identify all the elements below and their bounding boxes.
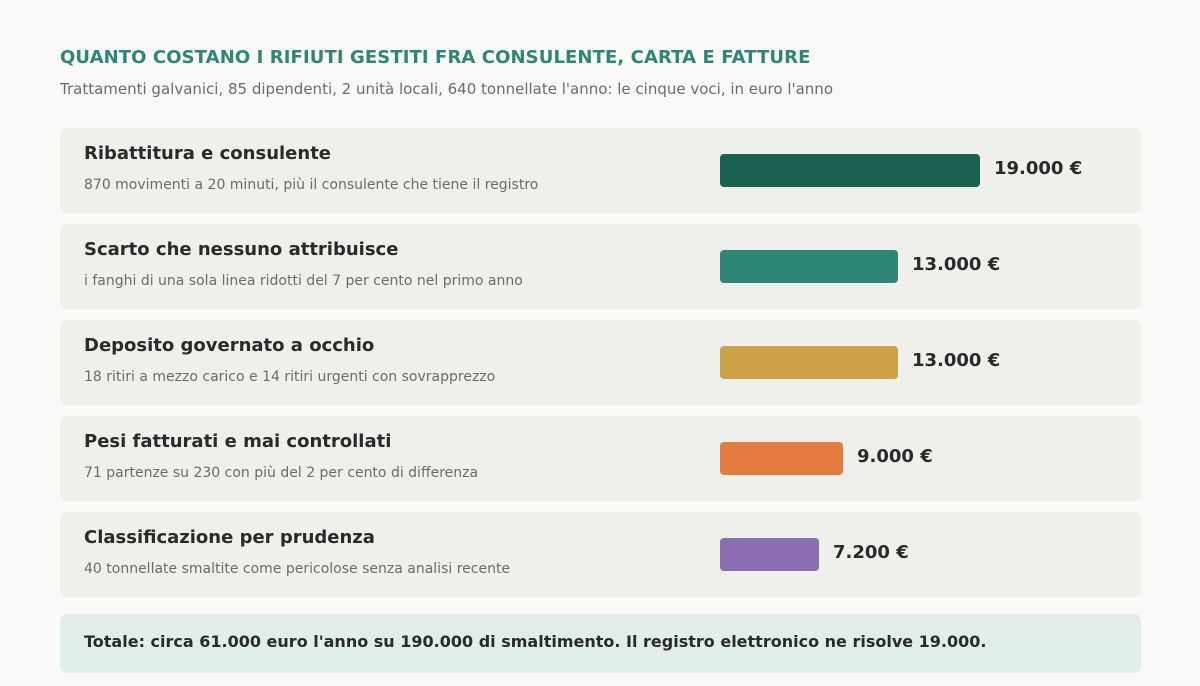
bar (720, 442, 843, 475)
bar (720, 154, 980, 187)
cost-row: Deposito governato a occhio 18 ritiri a m… (60, 320, 1141, 405)
bar-value-label: 13.000 € (912, 350, 1001, 371)
total-text: Totale: circa 61.000 euro l'anno su 190.… (84, 632, 987, 651)
bar-value-label: 9.000 € (857, 446, 933, 467)
row-description: 870 movimenti a 20 minuti, più il consul… (84, 177, 539, 193)
row-label: Deposito governato a occhio (84, 335, 375, 356)
bar-value-label: 13.000 € (912, 254, 1001, 275)
total-box: Totale: circa 61.000 euro l'anno su 190.… (60, 614, 1141, 673)
chart-title: QUANTO COSTANO I RIFIUTI GESTITI FRA CON… (60, 47, 811, 68)
row-description: 71 partenze su 230 con più del 2 per cen… (84, 465, 479, 481)
cost-row: Ribattitura e consulente 870 movimenti a … (60, 128, 1141, 213)
row-label: Scarto che nessuno attribuisce (84, 239, 399, 260)
cost-rows: Ribattitura e consulente 870 movimenti a … (60, 128, 1141, 608)
bar (720, 538, 819, 571)
bar-value-label: 19.000 € (994, 158, 1083, 179)
bar (720, 346, 898, 379)
row-label: Ribattitura e consulente (84, 143, 332, 164)
cost-row: Pesi fatturati e mai controllati 71 parte… (60, 416, 1141, 501)
bar-value-label: 7.200 € (833, 542, 909, 563)
row-description: 18 ritiri a mezzo carico e 14 ritiri urg… (84, 369, 496, 385)
cost-row: Classificazione per prudenza 40 tonnellat… (60, 512, 1141, 597)
row-description: i fanghi di una sola linea ridotti del 7… (84, 273, 523, 289)
bar (720, 250, 898, 283)
row-label: Classificazione per prudenza (84, 527, 375, 548)
cost-row: Scarto che nessuno attribuisce i fanghi d… (60, 224, 1141, 309)
row-description: 40 tonnellate smaltite come pericolose s… (84, 561, 511, 577)
row-label: Pesi fatturati e mai controllati (84, 431, 392, 452)
chart-subtitle: Trattamenti galvanici, 85 dipendenti, 2 … (60, 80, 833, 98)
